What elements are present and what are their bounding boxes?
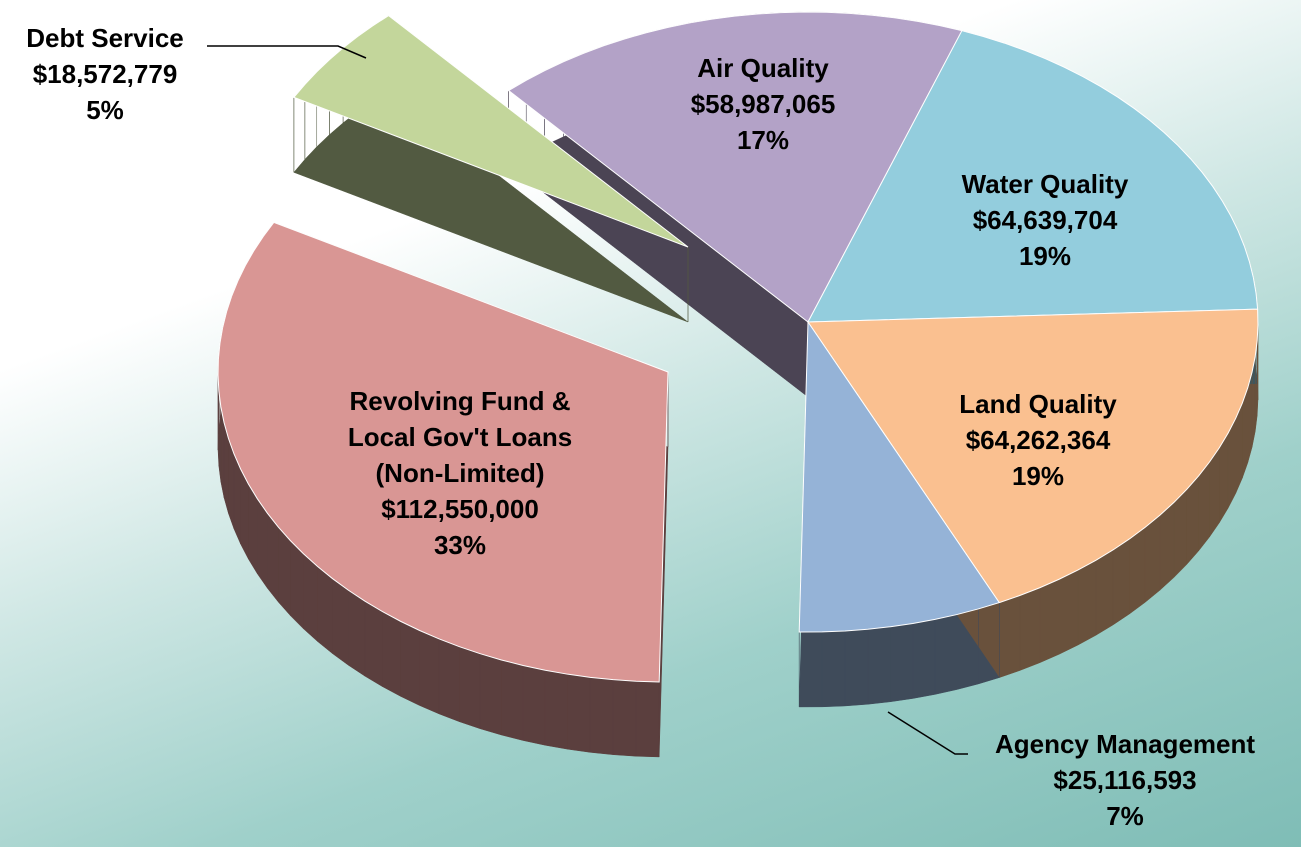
- slice-name: Agency Management: [994, 729, 1256, 759]
- slice-name: Debt Service: [26, 23, 184, 53]
- slice: [807, 30, 1259, 323]
- slice: [798, 320, 1001, 633]
- slice-name: Revolving Fund & Local Gov't Loans (Non-…: [347, 386, 573, 488]
- slice: [293, 14, 689, 248]
- value-label: $18,572,779: [32, 59, 178, 89]
- data-label: Air Quality $58,987,065 17%: [593, 50, 933, 158]
- slice-name: Air Quality: [697, 53, 829, 83]
- leader-line: [207, 45, 367, 59]
- data-label: Revolving Fund & Local Gov't Loans (Non-…: [290, 383, 630, 563]
- slice-name: Land Quality: [959, 389, 1117, 419]
- value-label: $64,262,364: [965, 425, 1111, 455]
- percent-label: 5%: [86, 95, 124, 125]
- value-label: $58,987,065: [690, 89, 836, 119]
- data-label: Agency Management $25,116,593 7%: [955, 726, 1295, 834]
- leader-line: [887, 711, 968, 755]
- slice: [217, 221, 669, 683]
- data-label: Water Quality $64,639,704 19%: [875, 166, 1215, 274]
- percent-label: 17%: [736, 125, 790, 155]
- slices: [217, 11, 1259, 758]
- value-label: $64,639,704: [972, 205, 1118, 235]
- value-label: $25,116,593: [1053, 765, 1197, 795]
- slice: [807, 308, 1259, 604]
- percent-label: 19%: [1011, 461, 1065, 491]
- slice-name: Water Quality: [961, 169, 1129, 199]
- percent-label: 33%: [433, 530, 487, 560]
- percent-label: 7%: [1106, 801, 1144, 831]
- value-label: $112,550,000: [381, 494, 539, 524]
- data-label: Land Quality $64,262,364 19%: [868, 386, 1208, 494]
- data-label: Debt Service $18,572,779 5%: [0, 20, 275, 128]
- percent-label: 19%: [1018, 241, 1072, 271]
- slice-side: [807, 308, 1259, 679]
